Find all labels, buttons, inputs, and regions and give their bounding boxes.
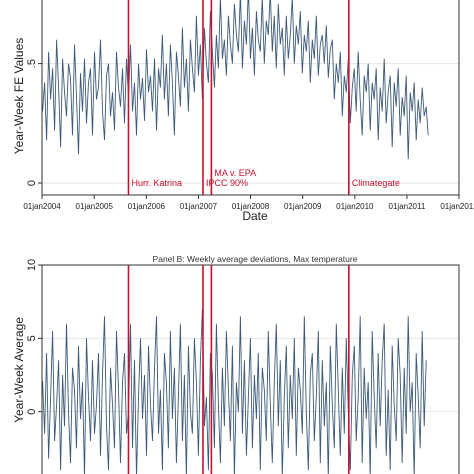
panel-a-x-axis-label: Date [242, 209, 268, 223]
x-tick-label: 01jan2006 [128, 202, 166, 211]
event-label-2: MA v. EPA [214, 168, 256, 178]
x-tick-label: 01jan2007 [180, 202, 218, 211]
x-tick-label: 01jan2009 [284, 202, 322, 211]
y-tick-label: 10 [26, 259, 38, 271]
y-tick-label: 5 [26, 335, 38, 341]
panel-b: Panel B: Weekly average deviations, Max … [12, 254, 460, 474]
y-tick-label: 0 [26, 409, 38, 415]
y-tick-label: 0 [26, 180, 38, 186]
x-tick-label: 01jan2010 [336, 202, 374, 211]
panel-b-title: Panel B: Weekly average deviations, Max … [153, 254, 358, 264]
x-tick-label: 01jan2004 [23, 202, 61, 211]
x-tick-label: 01jan2005 [76, 202, 114, 211]
x-tick-label: 01jan2012 [440, 202, 474, 211]
event-label-1: IPCC 90% [206, 178, 248, 188]
event-label-3: Climategate [352, 178, 400, 188]
series-line [42, 0, 429, 160]
panel-a: Year-Week FE Values Date 0 .5 01jan2004 01j… [12, 0, 474, 223]
x-tick-label: 01jan2008 [232, 202, 270, 211]
series-line [42, 308, 427, 474]
x-tick-label: 01jan2011 [389, 202, 426, 211]
plot-frame [41, 264, 460, 474]
panel-b-y-axis-label: Year-Week Average [12, 317, 26, 423]
event-label-0: Hurr. Katrina [131, 178, 182, 188]
panel-a-y-axis-label: Year-Week FE Values [12, 38, 26, 155]
y-tick-label: .5 [26, 59, 38, 68]
